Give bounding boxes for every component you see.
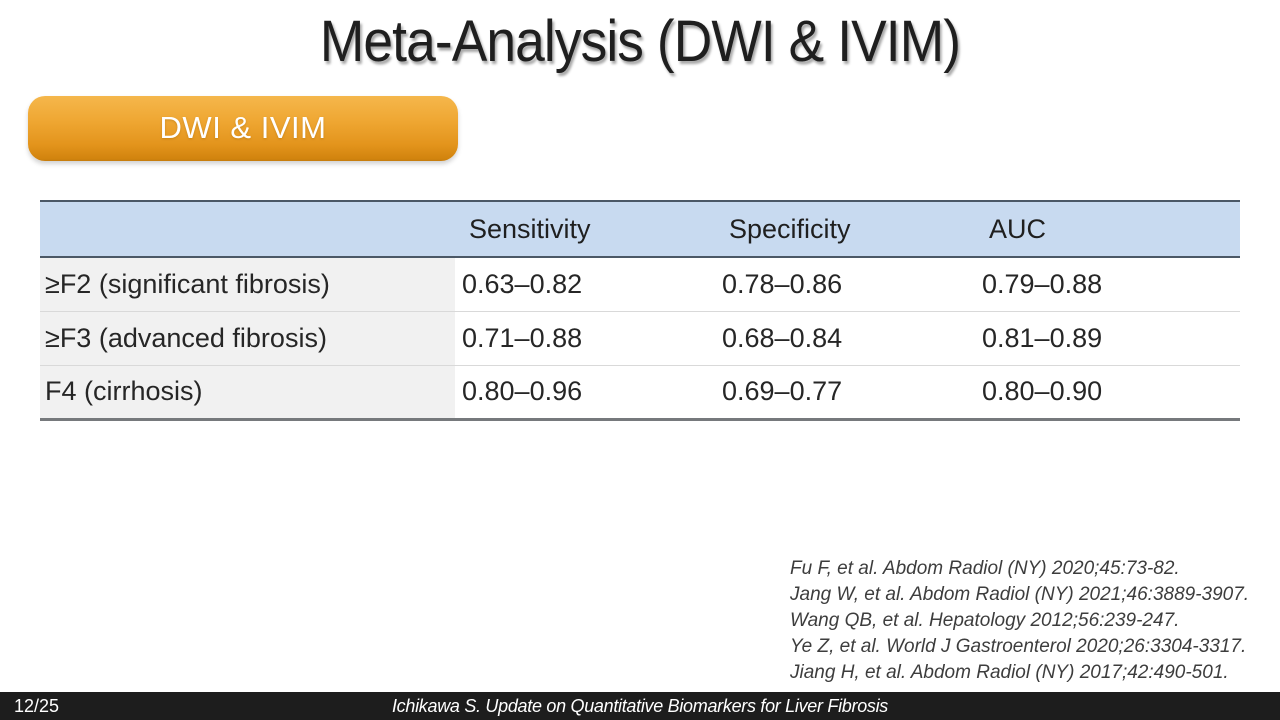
row-label: ≥F3 (advanced fibrosis) [40,311,455,365]
reference-item: Ye Z, et al. World J Gastroenterol 2020;… [790,636,1247,657]
reference-item: Fu F, et al. Abdom Radiol (NY) 2020;45:7… [790,558,1180,579]
reference-list: Fu F, et al. Abdom Radiol (NY) 2020;45:7… [790,556,1249,686]
footer-bar: 12/25 Ichikawa S. Update on Quantitative… [0,692,1280,720]
cell-sensitivity: 0.80–0.96 [462,376,583,406]
row-label: F4 (cirrhosis) [40,365,455,419]
reference-item: Wang QB, et al. Hepatology 2012;56:239-2… [790,610,1180,631]
table-header-specificity: Specificity [729,213,851,244]
row-label: ≥F2 (significant fibrosis) [40,257,455,311]
cell-specificity: 0.68–0.84 [722,322,843,353]
dwi-ivim-badge-label: DWI & IVIM [159,109,327,145]
cell-auc: 0.79–0.88 [982,268,1103,299]
table-header: Sensitivity Specificity AUC [40,201,1240,257]
cell-auc: 0.80–0.90 [982,376,1103,406]
table-row-f3: ≥F3 (advanced fibrosis) 0.71–0.88 0.68–0… [40,311,1240,365]
cell-sensitivity: 0.71–0.88 [462,322,583,353]
reference-item: Jiang H, et al. Abdom Radiol (NY) 2017;4… [790,662,1229,683]
page-number: 12/25 [14,696,60,716]
cell-sensitivity: 0.63–0.82 [462,268,583,299]
slide-title: Meta-Analysis (DWI & IVIM) [319,9,961,74]
cell-auc: 0.81–0.89 [982,322,1103,353]
table-row-f2: ≥F2 (significant fibrosis) 0.63–0.82 0.7… [40,257,1240,311]
table-row-f4: F4 (cirrhosis) 0.80–0.96 0.69–0.77 0.80–… [40,365,1240,419]
table-header-empty [40,201,455,257]
footer-citation: Ichikawa S. Update on Quantitative Bioma… [391,696,888,716]
meta-analysis-table: Sensitivity Specificity AUC ≥F2 (signifi… [40,200,1240,421]
dwi-ivim-badge: DWI & IVIM [28,96,458,161]
cell-specificity: 0.78–0.86 [722,268,843,299]
table-header-sensitivity: Sensitivity [469,213,591,244]
table-header-row: Sensitivity Specificity AUC [40,201,1240,257]
table-header-auc: AUC [989,213,1047,244]
reference-item: Jang W, et al. Abdom Radiol (NY) 2021;46… [790,584,1250,605]
cell-specificity: 0.69–0.77 [722,376,843,406]
